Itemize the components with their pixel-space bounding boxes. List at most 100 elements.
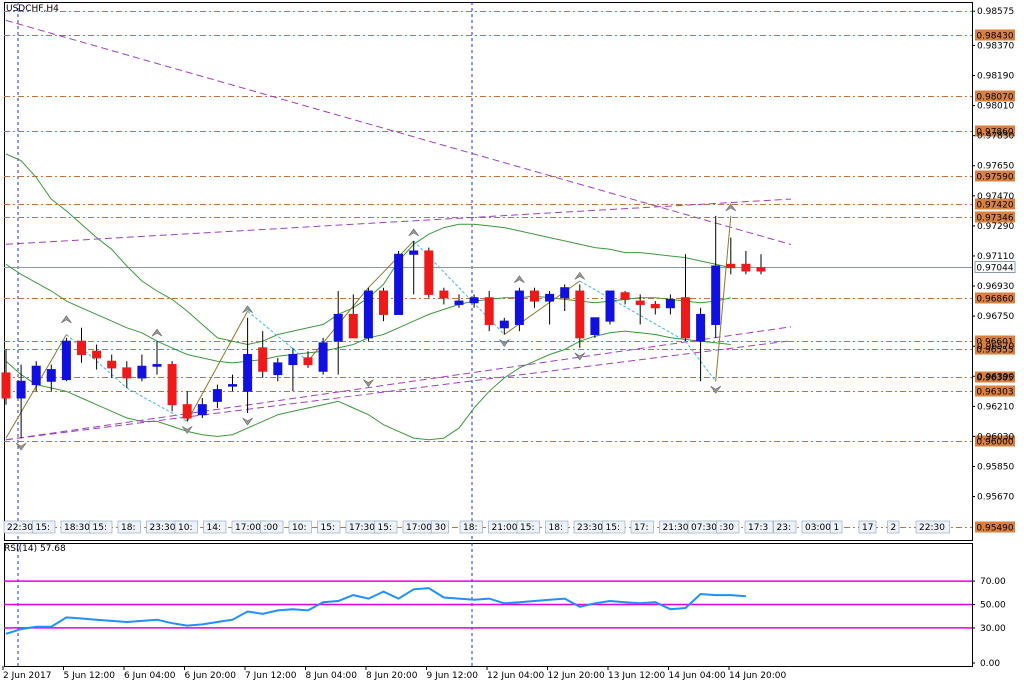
candle-body — [409, 250, 419, 255]
rsi-line — [5, 587, 746, 635]
time-tick-label: 9 Jun 12:00 — [427, 671, 479, 681]
price-tick-label: 0.97470 — [977, 192, 1014, 202]
fractal-up-marker — [725, 203, 737, 212]
candle-body — [243, 354, 253, 392]
zigzag-segment — [579, 280, 686, 342]
time-marker-box — [203, 520, 227, 534]
time-marker-label: 15: — [378, 523, 392, 533]
fractal-up-marker — [408, 228, 419, 237]
level-price-label: 0.96385 — [976, 374, 1013, 384]
candle-body — [454, 300, 464, 305]
candle-body — [756, 267, 766, 272]
level-price-box — [975, 170, 1015, 182]
level-price-label: 0.96000 — [976, 438, 1013, 448]
time-tick-label: 6 Jun 04:00 — [124, 671, 176, 681]
current-price-box — [974, 261, 1016, 273]
time-marker-label: 17:00 — [406, 523, 432, 533]
chart-title: USDCHF,H4 — [6, 4, 59, 14]
zigzag-segment — [126, 387, 188, 422]
level-price-box — [975, 371, 1015, 383]
time-marker-label: 1 — [834, 523, 840, 533]
time-marker-box — [887, 520, 900, 534]
candle-body — [726, 263, 736, 269]
candle-body — [590, 317, 600, 335]
candle-body — [61, 340, 71, 381]
time-tick-label: 14 Jun 04:00 — [669, 671, 726, 681]
candle-body — [514, 290, 524, 325]
level-price-label: 0.97590 — [976, 173, 1013, 183]
time-marker-label: 23:30 — [150, 523, 176, 533]
time-marker-box — [89, 520, 113, 534]
time-marker-label: 07:30 — [691, 523, 717, 533]
price-tick-label: 0.96390 — [977, 372, 1014, 382]
time-marker-label: 21:00 — [492, 523, 518, 533]
trend-line — [5, 19, 792, 246]
candle-body — [363, 290, 373, 339]
fractal-markers — [15, 203, 737, 451]
candle-body — [711, 265, 721, 325]
candle-body — [303, 357, 313, 366]
level-price-label: 0.97346 — [976, 214, 1013, 224]
level-price-box — [975, 521, 1015, 533]
rsi-tick-label: 70.00 — [980, 577, 1006, 587]
price-tick-label: 0.97290 — [977, 222, 1014, 232]
candle-body — [273, 362, 283, 376]
price-tick-label: 0.95850 — [977, 462, 1014, 472]
candle-body — [741, 263, 751, 272]
level-price-box — [975, 435, 1015, 447]
candle-body — [635, 300, 645, 305]
candle-body — [665, 298, 675, 309]
price-tick-label: 0.96570 — [977, 342, 1014, 352]
rsi-tick-label: 30.00 — [980, 624, 1006, 634]
rsi-panel: 70.00 50.00 30.00 0.00 — [4, 577, 1006, 669]
price-tick-label: 0.96930 — [977, 282, 1014, 292]
candlesticks — [1, 215, 766, 439]
level-price-box — [975, 292, 1015, 304]
price-tick-label: 0.98370 — [977, 41, 1014, 51]
price-tick-label: 0.97110 — [977, 252, 1014, 262]
time-marker-box — [744, 520, 774, 534]
time-tick-label: 8 Jun 20:00 — [366, 671, 418, 681]
time-marker-label: 22:30 — [7, 523, 33, 533]
candle-body — [212, 389, 222, 402]
level-price-label: 0.95490 — [976, 524, 1013, 534]
candle-body — [575, 290, 585, 339]
time-marker-box — [431, 520, 449, 534]
level-price-box — [975, 211, 1015, 223]
time-marker-label: 23: — [777, 523, 791, 533]
candle-body — [379, 290, 388, 315]
time-marker-label: 18:30 — [64, 523, 90, 533]
candle-body — [122, 367, 132, 379]
candle-body — [681, 297, 690, 339]
fractal-up-marker — [574, 271, 586, 280]
candle-body — [167, 364, 177, 406]
time-marker-box — [516, 520, 540, 534]
time-marker-label: :00 — [264, 523, 279, 533]
fractal-down-marker — [181, 426, 193, 434]
price-tick-label: 0.98190 — [977, 72, 1014, 82]
level-price-label: 0.96555 — [976, 346, 1013, 356]
fractal-down-marker — [15, 442, 27, 451]
time-marker-label: 15: — [93, 523, 107, 533]
candle-body — [650, 303, 660, 309]
time-marker-box — [374, 520, 398, 534]
time-marker-label: 17:00 — [235, 523, 261, 533]
level-price-label: 0.96303 — [976, 388, 1013, 398]
candle-body — [424, 250, 434, 295]
price-tick-label: 0.96210 — [977, 402, 1014, 412]
time-marker-box — [288, 520, 312, 534]
trend-line — [5, 198, 792, 245]
time-marker-label: :30 — [720, 523, 735, 533]
time-axis: 22:30 15: 18:30 15: 18: 23:30 10: 14: 17:00:00 10… — [2, 520, 950, 681]
fractal-up-marker — [151, 328, 163, 337]
time-marker-label: 23:30 — [577, 523, 603, 533]
rsi-tick-label: 50.00 — [980, 601, 1006, 611]
candle-body — [560, 287, 570, 299]
level-price-box — [975, 343, 1015, 355]
level-price-label: 0.97420 — [976, 201, 1013, 211]
current-price-label: 0.97044 — [976, 264, 1013, 274]
time-marker-label: 10: — [292, 523, 306, 533]
time-marker-box — [858, 520, 877, 534]
time-marker-box — [773, 520, 797, 534]
fractal-up-marker — [61, 315, 72, 324]
